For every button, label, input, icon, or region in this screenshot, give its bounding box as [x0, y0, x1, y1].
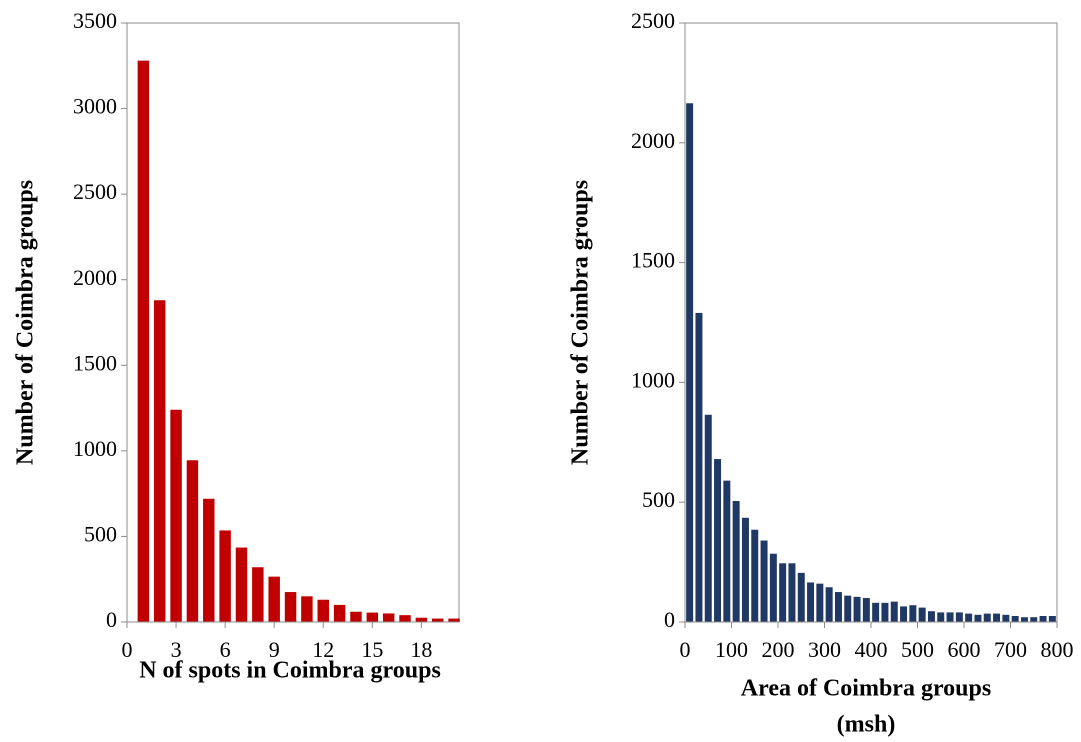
y-tick-label: 2500 — [73, 179, 117, 204]
bar — [816, 583, 824, 622]
y-tick-label: 2000 — [631, 128, 675, 153]
bar — [203, 498, 215, 622]
bar — [825, 587, 833, 622]
bar — [900, 606, 908, 622]
bar — [284, 592, 297, 622]
bar — [219, 530, 231, 622]
bar — [974, 614, 982, 622]
bar — [983, 613, 991, 622]
x-axis-title: (msh) — [837, 712, 896, 738]
bar — [732, 501, 740, 622]
bar — [909, 605, 917, 622]
x-tick-label: 500 — [901, 637, 934, 662]
y-axis-title: Number of Coimbra groups — [568, 180, 594, 465]
x-axis-title: N of spots in Coimbra groups — [139, 658, 441, 684]
bar — [965, 613, 973, 622]
bar — [1039, 616, 1047, 622]
x-tick-label: 600 — [948, 637, 981, 662]
bar — [741, 517, 749, 622]
bar — [252, 567, 264, 622]
bar — [268, 576, 280, 622]
y-tick-label: 500 — [84, 521, 117, 546]
bar — [301, 596, 313, 622]
bar — [881, 602, 889, 622]
x-tick-label: 400 — [855, 637, 888, 662]
bar — [760, 540, 768, 622]
bar — [955, 612, 963, 622]
bar — [686, 103, 694, 623]
x-tick-label: 100 — [715, 637, 748, 662]
bar — [714, 459, 722, 622]
y-axis-title: Number of Coimbra groups — [13, 180, 39, 465]
bar — [937, 612, 945, 622]
bar — [853, 596, 861, 622]
bar — [844, 595, 852, 622]
y-tick-label: 3000 — [73, 94, 117, 119]
x-tick-label: 9 — [269, 637, 280, 662]
bar — [807, 582, 815, 622]
bar — [779, 563, 787, 622]
bar — [399, 615, 411, 622]
bar — [797, 572, 805, 622]
x-tick-label: 300 — [808, 637, 841, 662]
y-tick-label: 0 — [106, 607, 117, 632]
bar — [723, 480, 731, 622]
bar — [862, 598, 870, 622]
bar — [235, 547, 248, 622]
bar — [137, 60, 150, 622]
bar — [153, 300, 166, 622]
bar — [1020, 617, 1028, 622]
bar — [788, 563, 796, 622]
x-tick-label: 200 — [762, 637, 795, 662]
x-tick-label: 0 — [122, 637, 133, 662]
bar — [317, 599, 329, 622]
bar — [946, 612, 954, 622]
bar — [366, 612, 379, 622]
bar — [1030, 617, 1038, 622]
bar — [170, 409, 182, 622]
bar — [834, 592, 842, 622]
y-tick-label: 1500 — [631, 248, 675, 273]
bar — [769, 553, 777, 622]
bar — [993, 613, 1001, 622]
bar — [704, 414, 712, 622]
bar — [918, 607, 926, 622]
y-tick-label: 0 — [664, 607, 675, 632]
x-tick-label: 800 — [1041, 637, 1074, 662]
x-tick-label: 3 — [171, 637, 182, 662]
bar — [1011, 616, 1019, 622]
bar — [1002, 614, 1010, 622]
bar — [415, 617, 428, 622]
bar — [432, 618, 444, 622]
x-tick-label: 15 — [361, 637, 383, 662]
bar — [333, 604, 346, 622]
bar — [695, 312, 703, 622]
x-tick-label: 6 — [220, 637, 231, 662]
y-tick-label: 1000 — [631, 367, 675, 392]
bar — [382, 613, 395, 622]
y-tick-label: 1000 — [73, 436, 117, 461]
x-tick-label: 0 — [680, 637, 691, 662]
x-tick-label: 12 — [312, 637, 334, 662]
x-tick-label: 700 — [994, 637, 1027, 662]
y-tick-label: 1500 — [73, 350, 117, 375]
bar — [350, 611, 362, 622]
bar — [186, 460, 199, 622]
bar — [890, 601, 898, 622]
x-axis-title: Area of Coimbra groups — [741, 676, 991, 702]
x-tick-label: 18 — [410, 637, 432, 662]
plot-frame — [684, 22, 1058, 623]
bar — [872, 602, 880, 622]
bar — [751, 529, 759, 622]
y-tick-label: 2000 — [73, 265, 117, 290]
bar — [927, 611, 935, 622]
y-tick-label: 500 — [642, 487, 675, 512]
y-tick-label: 2500 — [631, 8, 675, 33]
y-tick-label: 3500 — [73, 8, 117, 33]
bar — [448, 618, 460, 622]
bar — [1048, 616, 1056, 622]
